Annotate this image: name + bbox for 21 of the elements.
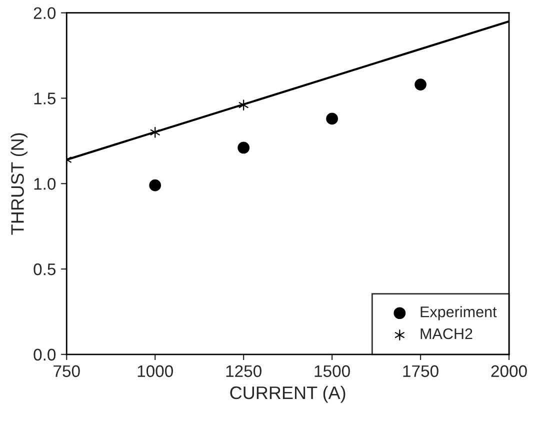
point [238, 142, 250, 154]
x-tick-label: 1000 [138, 365, 173, 378]
x-tick-label: 2000 [491, 365, 527, 378]
legend-label: MACH2 [420, 328, 472, 340]
y-axis-title: THRUST (N) [10, 133, 28, 235]
y-tick-label: 2.0 [34, 7, 56, 20]
x-tick-label: 1500 [314, 365, 350, 378]
y-tick-label: 0.0 [34, 348, 56, 361]
point [414, 78, 426, 90]
y-tick-label: 0.5 [34, 263, 56, 276]
point [326, 112, 338, 125]
x-tick-label: 1250 [226, 365, 262, 378]
y-tick-label: 1.0 [34, 178, 56, 190]
y-tick-label: 1.5 [34, 92, 56, 104]
x-tick-label: 1750 [403, 365, 438, 378]
x-tick-label: 750 [54, 365, 80, 378]
legend-label: Experiment [420, 306, 497, 320]
point [150, 126, 160, 138]
point [149, 179, 162, 192]
x-axis-title: CURRENT (A) [230, 386, 346, 403]
point [238, 100, 248, 111]
